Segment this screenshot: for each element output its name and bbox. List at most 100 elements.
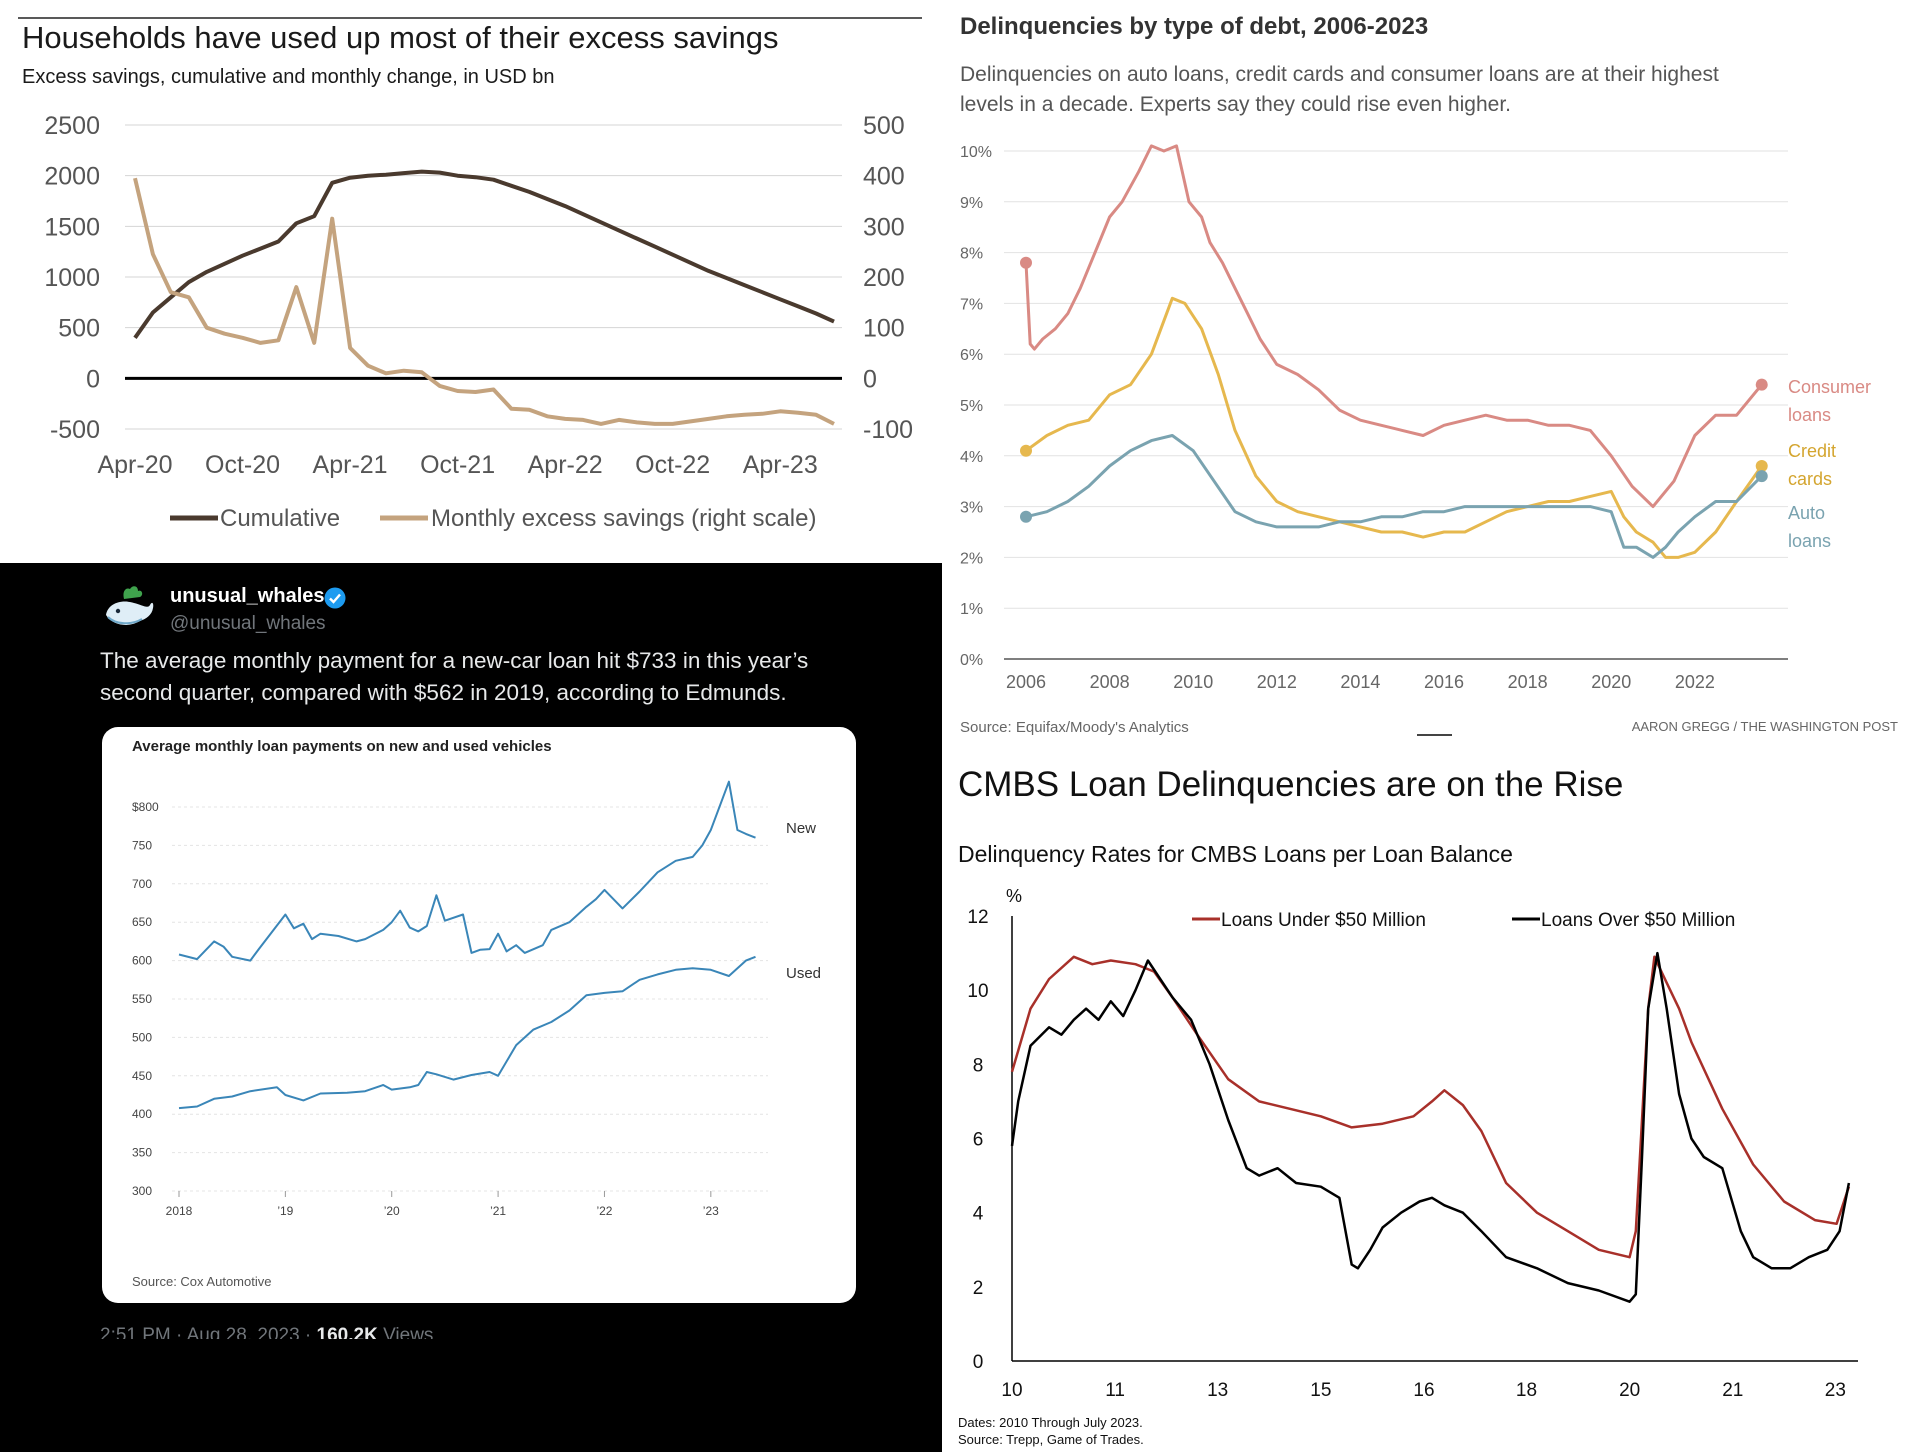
y-tick-label: 8 xyxy=(973,1055,984,1076)
series-start-dot xyxy=(1020,444,1032,457)
label-consumer-2: loans xyxy=(1788,405,1831,425)
label-consumer-1: Consumer xyxy=(1788,377,1871,397)
label-credit-2: cards xyxy=(1788,469,1832,489)
view-count: 160.2K xyxy=(316,1325,378,1339)
left-axis: 2500 2000 1500 1000 500 0 -500 xyxy=(44,112,100,444)
y-tick-label: 0% xyxy=(960,652,983,669)
y-tick-label: 8% xyxy=(960,246,983,263)
y-tick-label: 1% xyxy=(960,601,983,618)
x-tick-label: 2010 xyxy=(1173,672,1213,692)
chart-subtitle: Delinquency Rates for CMBS Loans per Loa… xyxy=(958,841,1513,867)
y-tick-label: 10% xyxy=(960,144,992,161)
y-tick-label: 5% xyxy=(960,398,983,415)
x-tick-label: Apr-20 xyxy=(97,451,172,479)
y-tick-label: 350 xyxy=(132,1146,152,1160)
x-tick-label: Apr-23 xyxy=(743,451,818,479)
y-tick-label: 9% xyxy=(960,195,983,212)
series-under-50m-line xyxy=(1010,955,1851,1259)
x-tick-label: ’21 xyxy=(490,1204,506,1218)
tweet-meta: 2:51 PM · Aug 28, 2023 · 160.2K Views xyxy=(100,1325,433,1339)
x-tick-label: 13 xyxy=(1207,1380,1228,1401)
left-tick-label: 500 xyxy=(58,315,100,343)
x-tick-label: 2022 xyxy=(1675,672,1715,692)
y-tick-label: 0 xyxy=(973,1352,984,1373)
y-tick-label: 2% xyxy=(960,550,983,567)
y-axis: $800 750 700 650 600 550 500 450 400 350 300 xyxy=(132,800,159,1198)
series-lines xyxy=(1010,951,1851,1303)
x-tick-label: ’20 xyxy=(384,1204,400,1218)
chart-title: CMBS Loan Delinquencies are on the Rise xyxy=(958,765,1623,804)
right-tick-label: 100 xyxy=(863,315,905,343)
tweet-text: The average monthly payment for a new-ca… xyxy=(100,648,809,705)
y-tick-label: 500 xyxy=(132,1030,152,1044)
series-lines xyxy=(178,780,756,1110)
series-monthly-line xyxy=(133,177,835,426)
x-tick-label: Apr-21 xyxy=(313,451,388,479)
dates-note: Dates: 2010 Through July 2023. xyxy=(958,1415,1143,1430)
x-tick-label: 18 xyxy=(1516,1380,1537,1401)
verified-badge-icon xyxy=(324,587,346,609)
x-tick-label: 15 xyxy=(1310,1380,1331,1401)
x-axis: Apr-20 Oct-20 Apr-21 Oct-21 Apr-22 Oct-22 Apr-… xyxy=(97,451,817,479)
y-tick-label: 750 xyxy=(132,838,152,852)
series-auto-loans-line xyxy=(1025,434,1763,559)
legend-label-over: Loans Over $50 Million xyxy=(1541,910,1735,931)
series-end-dot xyxy=(1755,378,1768,391)
series-lines xyxy=(133,169,835,426)
x-tick-label: Oct-21 xyxy=(420,451,495,479)
account-handle[interactable]: @unusual_whales xyxy=(170,613,326,634)
x-tick-label: ’19 xyxy=(277,1204,293,1218)
unit-label: % xyxy=(1006,886,1022,906)
series-start-dot xyxy=(1020,510,1032,523)
x-tick-label: Oct-22 xyxy=(635,451,710,479)
x-axis: 2018 ’19 ’20 ’21 ’22 ’23 xyxy=(166,1191,719,1218)
tweet-timestamp[interactable]: 2:51 PM · Aug 28, 2023 · xyxy=(100,1325,317,1339)
chart-subtitle-line1: Delinquencies on auto loans, credit card… xyxy=(960,63,1719,86)
source-note: Source: Trepp, Game of Trades. xyxy=(958,1432,1144,1447)
label-new: New xyxy=(786,820,816,837)
x-tick-label: 2014 xyxy=(1340,672,1380,692)
loan-payments-chart: Average monthly loan payments on new and… xyxy=(132,738,821,1289)
left-tick-label: 2500 xyxy=(44,112,100,140)
series-consumer-loans-line xyxy=(1024,144,1763,509)
series-used-line xyxy=(178,955,756,1110)
legend: Cumulative Monthly excess savings (right… xyxy=(170,505,816,532)
x-tick-label: 20 xyxy=(1619,1380,1640,1401)
series-cumulative-line xyxy=(133,169,835,339)
x-tick-label: 23 xyxy=(1825,1380,1846,1401)
right-tick-label: -100 xyxy=(863,416,913,444)
y-axis: 10% 9% 8% 7% 6% 5% 4% 3% 2% 1% 0% xyxy=(960,144,992,669)
x-tick-label: Oct-20 xyxy=(205,451,280,479)
tweet-image-card[interactable]: Average monthly loan payments on new and… xyxy=(102,727,856,1303)
y-tick-label: 2 xyxy=(973,1278,984,1299)
series-end-dot xyxy=(1755,470,1768,483)
y-tick-label: 700 xyxy=(132,877,152,891)
label-credit-1: Credit xyxy=(1788,441,1836,461)
x-tick-label: 2018 xyxy=(1508,672,1548,692)
right-tick-label: 500 xyxy=(863,112,905,140)
left-tick-label: 1000 xyxy=(44,264,100,292)
whale-avatar-icon xyxy=(106,586,154,625)
y-tick-label: 7% xyxy=(960,296,983,313)
x-tick-label: ’22 xyxy=(596,1204,612,1218)
excess-savings-panel: Households have used up most of their ex… xyxy=(0,0,942,563)
y-tick-label: 600 xyxy=(132,954,152,968)
y-tick-label: 650 xyxy=(132,915,152,929)
tweet-panel: unusual_whales @unusual_whales The avera… xyxy=(0,563,942,1452)
left-tick-label: 0 xyxy=(86,365,100,393)
x-tick-label: 2016 xyxy=(1424,672,1464,692)
cmbs-chart: CMBS Loan Delinquencies are on the Rise … xyxy=(958,765,1858,1447)
y-tick-label: 12 xyxy=(967,907,988,928)
right-tick-label: 200 xyxy=(863,264,905,292)
x-tick-label: 11 xyxy=(1105,1380,1125,1401)
y-tick-label: 10 xyxy=(967,981,988,1002)
account-name[interactable]: unusual_whales xyxy=(170,585,325,607)
chart-subtitle-line2: levels in a decade. Experts say they cou… xyxy=(960,93,1511,116)
x-tick-label: 2020 xyxy=(1591,672,1631,692)
y-tick-label: 6 xyxy=(973,1130,984,1151)
gridlines xyxy=(172,806,768,1192)
legend: Loans Under $50 Million Loans Over $50 M… xyxy=(1192,910,1735,931)
views-label: Views xyxy=(377,1325,434,1339)
series-new-line xyxy=(178,780,756,962)
y-tick-label: 4% xyxy=(960,449,983,466)
